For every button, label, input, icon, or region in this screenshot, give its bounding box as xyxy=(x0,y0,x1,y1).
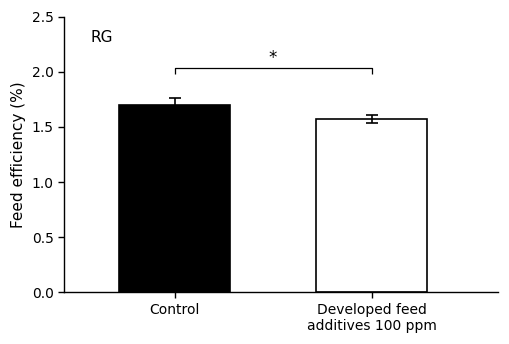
Y-axis label: Feed efficiency (%): Feed efficiency (%) xyxy=(11,81,26,228)
Bar xyxy=(119,105,230,292)
Bar xyxy=(317,119,427,292)
Text: RG: RG xyxy=(90,30,112,45)
Text: *: * xyxy=(269,49,277,67)
